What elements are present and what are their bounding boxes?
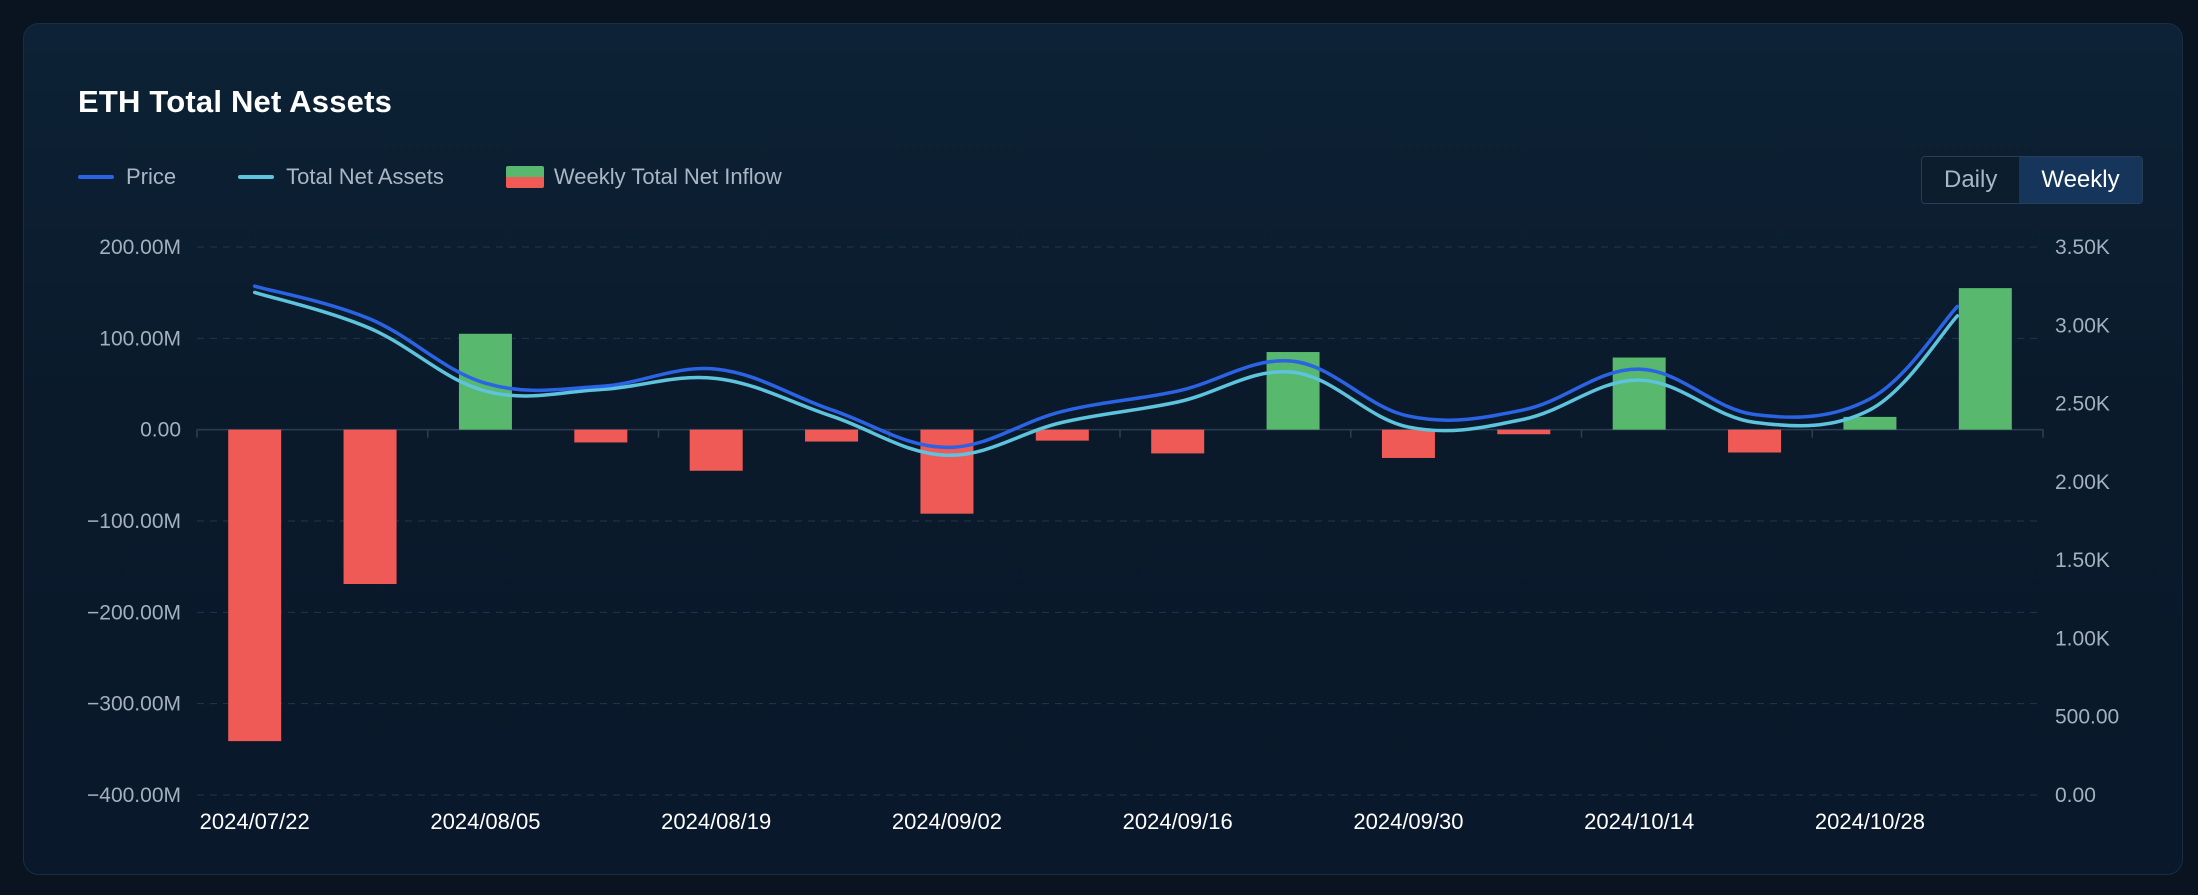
inflow-bar-negative <box>920 429 974 514</box>
period-toggle: Daily Weekly <box>1921 156 2143 204</box>
left-tick-label: −400.00M <box>87 784 181 807</box>
x-tick-label: 2024/08/05 <box>430 809 540 834</box>
net-assets-line <box>252 290 1960 457</box>
left-tick-label: 200.00M <box>99 236 181 259</box>
x-tick-label: 2024/10/28 <box>1815 809 1925 834</box>
inflow-bar-negative <box>1381 429 1435 458</box>
inflow-bars <box>228 288 2012 742</box>
x-axis-ticks: 2024/07/22 2024/08/05 2024/08/19 2024/09/02… <box>200 809 1925 834</box>
left-tick-label: −100.00M <box>87 510 181 533</box>
right-tick-label: 3.00K <box>2055 314 2110 337</box>
legend-item-inflow[interactable]: Weekly Total Net Inflow <box>505 164 782 190</box>
right-tick-label: 1.00K <box>2055 627 2110 650</box>
legend-label-net-assets: Total Net Assets <box>286 164 444 189</box>
left-tick-label: 0.00 <box>140 419 181 442</box>
inflow-bar-negative <box>228 429 282 742</box>
price-line-swatch <box>78 175 114 179</box>
inflow-bar-positive <box>1958 288 2012 430</box>
price-line <box>252 284 1960 450</box>
x-tick-label: 2024/09/16 <box>1123 809 1233 834</box>
right-tick-label: 2.50K <box>2055 393 2110 416</box>
legend-label-price: Price <box>126 164 177 189</box>
inflow-bar-negative <box>1497 429 1551 435</box>
inflow-bar-negative <box>1035 429 1089 441</box>
legend-item-price[interactable]: Price <box>78 164 176 190</box>
inflow-bar-negative <box>805 429 859 442</box>
right-axis-ticks: 3.50K 3.00K 2.50K 2.00K 1.50K 1.00K 500.00 0.00 <box>2055 236 2119 807</box>
right-tick-label: 0.00 <box>2055 784 2096 807</box>
weekly-button[interactable]: Weekly <box>2019 157 2142 203</box>
right-tick-label: 500.00 <box>2055 706 2119 729</box>
left-tick-label: 100.00M <box>99 327 181 350</box>
left-tick-label: −300.00M <box>87 693 181 716</box>
series-lines <box>252 284 1960 457</box>
inflow-bar-negative <box>574 429 628 443</box>
inflow-bar-positive <box>1843 416 1897 430</box>
daily-button[interactable]: Daily <box>1922 157 2020 203</box>
chart-title: ETH Total Net Assets <box>78 84 393 119</box>
left-tick-label: −200.00M <box>87 601 181 624</box>
inflow-bar-negative <box>689 429 743 471</box>
legend-label-inflow: Weekly Total Net Inflow <box>553 164 782 189</box>
inflow-bar-negative <box>1151 429 1205 454</box>
legend-item-net-assets[interactable]: Total Net Assets <box>238 164 444 190</box>
x-tick-label: 2024/08/19 <box>661 809 771 834</box>
legend: Price Total Net Assets Weekly Total Net … <box>78 164 844 190</box>
x-tick-label: 2024/09/30 <box>1353 809 1463 834</box>
inflow-bar-swatch <box>505 166 544 188</box>
right-tick-label: 3.50K <box>2055 236 2110 259</box>
grid-lines <box>196 246 2044 796</box>
right-tick-label: 1.50K <box>2055 549 2110 572</box>
net-assets-line-swatch <box>238 175 275 179</box>
inflow-bar-positive <box>1266 352 1320 430</box>
inflow-bar-negative <box>1728 429 1782 453</box>
x-tick-label: 2024/07/22 <box>200 809 310 834</box>
x-tick-label: 2024/09/02 <box>892 809 1002 834</box>
inflow-bar-negative <box>343 429 397 585</box>
right-tick-label: 2.00K <box>2055 471 2110 494</box>
left-axis-ticks: 200.00M 100.00M 0.00 −100.00M −200.00M −300.0… <box>87 236 181 807</box>
x-tick-label: 2024/10/14 <box>1584 809 1694 834</box>
